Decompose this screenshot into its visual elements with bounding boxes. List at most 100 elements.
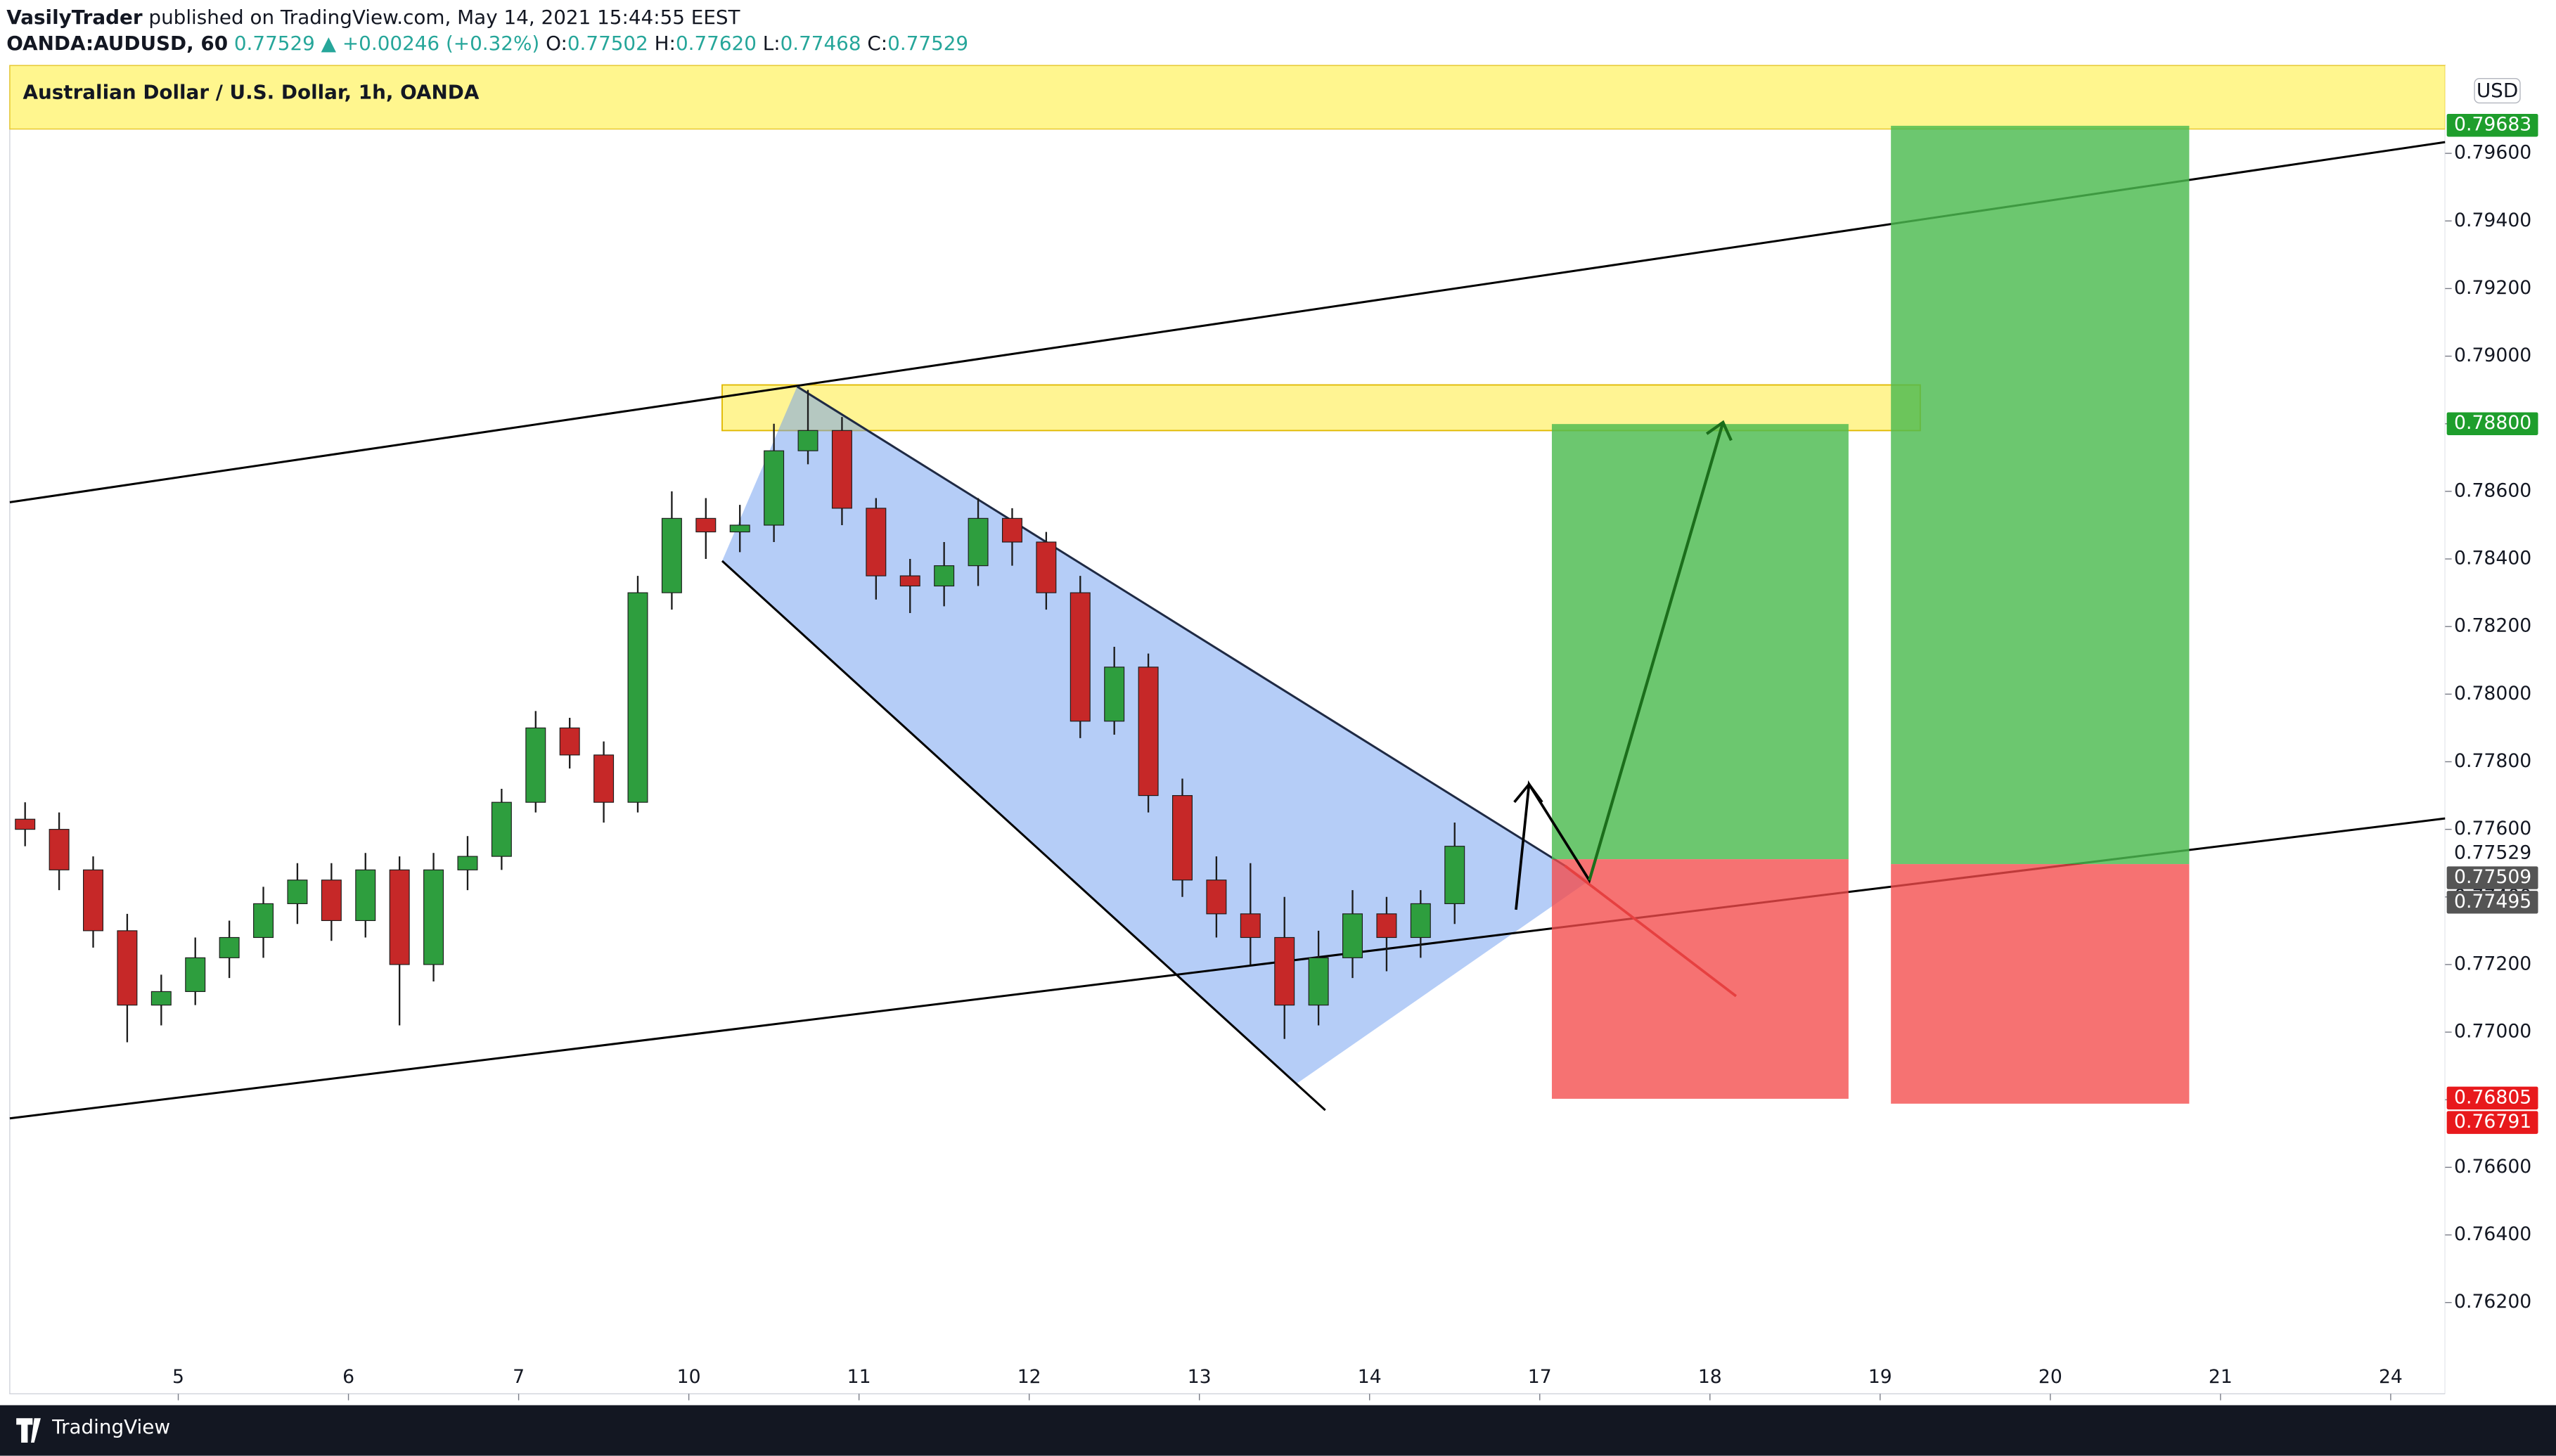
x-tick-label: 11: [847, 1366, 871, 1388]
x-tick-label: 7: [513, 1366, 525, 1388]
y-tick-label: 0.79600: [2454, 142, 2531, 164]
last-price: 0.77529: [234, 32, 315, 55]
ohlc-value: 0.77529: [887, 32, 968, 55]
candle-body: [1410, 903, 1431, 939]
candle-body: [1240, 913, 1261, 939]
candle-body: [355, 869, 376, 922]
candle-body: [1308, 957, 1329, 1006]
candle-body: [1001, 517, 1022, 543]
stop-zone: [1551, 859, 1849, 1099]
candle-body: [1138, 666, 1159, 797]
candle-body: [1206, 880, 1227, 915]
candles: [15, 389, 1465, 1043]
candle-body: [934, 565, 955, 587]
x-tick-label: 20: [2038, 1366, 2062, 1388]
resistance-zone-top: [9, 65, 2446, 130]
axes: 0.762000.764000.766000.768000.770000.772…: [172, 114, 2538, 1400]
ohlc-value: 0.77620: [676, 32, 757, 55]
y-tick-label: 0.79400: [2454, 210, 2531, 231]
candle-body: [593, 754, 615, 803]
price-badge: [2446, 1086, 2538, 1110]
price-badge: [2446, 412, 2538, 435]
y-tick-label: 0.79000: [2454, 344, 2531, 366]
candle-body: [491, 801, 512, 857]
price-badge-label: 0.77529: [2454, 842, 2531, 863]
candle-body: [321, 880, 342, 922]
candle-body: [661, 517, 682, 593]
price-badge-label: 0.78800: [2454, 412, 2531, 434]
candle-body: [1036, 541, 1057, 593]
x-tick-label: 21: [2209, 1366, 2233, 1388]
candle-body: [764, 450, 785, 526]
candle-body: [423, 869, 444, 965]
brand-logo: [16, 1418, 41, 1443]
y-tick-label: 0.78000: [2454, 683, 2531, 704]
y-tick-label: 0.76200: [2454, 1291, 2531, 1313]
supply-zone: [721, 384, 1921, 432]
price-badge-label: 0.76791: [2454, 1111, 2531, 1133]
candle-body: [1172, 794, 1193, 881]
ohlc-label: C:: [867, 32, 887, 55]
header-line: VasilyTrader published on TradingView.co…: [6, 6, 740, 29]
candle-body: [287, 880, 308, 904]
candle-body: [253, 903, 274, 939]
y-tick-label: 0.79200: [2454, 277, 2531, 299]
wedge-line: [796, 385, 1566, 867]
target-zone: [1551, 424, 1849, 860]
candle-body: [797, 430, 818, 451]
x-tick-label: 19: [1868, 1366, 1892, 1388]
candle-body: [899, 575, 920, 587]
ohlc-label: L:: [763, 32, 781, 55]
x-tick-label: 10: [677, 1366, 701, 1388]
price-badge-label: 0.76805: [2454, 1086, 2531, 1108]
candle-body: [968, 517, 989, 567]
x-tick-label: 13: [1188, 1366, 1212, 1388]
y-tick-label: 0.77800: [2454, 750, 2531, 772]
y-tick-label: 0.77600: [2454, 818, 2531, 839]
brand-name: TradingView: [51, 1415, 170, 1438]
candle-body: [695, 517, 717, 533]
candle-body: [185, 957, 206, 992]
stop-zone: [1891, 864, 2190, 1104]
candle-body: [389, 869, 410, 965]
target-zone: [1891, 125, 2190, 865]
candle-body: [627, 592, 648, 803]
arrow-head: [1513, 782, 1543, 804]
candle-body: [1444, 846, 1465, 904]
candle-body: [49, 829, 70, 870]
x-tick-label: 6: [342, 1366, 354, 1388]
candle-body: [117, 930, 138, 1006]
candle-body: [559, 727, 580, 756]
published: published on TradingView.com, May 14, 20…: [148, 6, 740, 29]
legend-title: Australian Dollar / U.S. Dollar, 1h, OAN…: [23, 81, 479, 104]
candle-body: [1070, 592, 1091, 722]
wedge-line: [721, 560, 1326, 1112]
x-tick-label: 17: [1528, 1366, 1552, 1388]
price-badge-label: 0.77495: [2454, 891, 2531, 913]
y-tick-label: 0.76600: [2454, 1156, 2531, 1178]
price-badge-label: 0.79683: [2454, 114, 2531, 136]
change: ▲ +0.00246 (+0.32%): [321, 32, 540, 55]
price-badge: [2446, 891, 2538, 914]
candle-body: [1342, 913, 1363, 958]
y-tick-label: 0.77200: [2454, 953, 2531, 974]
arrow-head: [1706, 420, 1733, 442]
candle-body: [866, 508, 887, 576]
x-tick-label: 14: [1358, 1366, 1382, 1388]
currency[interactable]: USD: [2477, 79, 2518, 102]
price-badge: [2446, 1111, 2538, 1134]
y-tick-label: 0.78400: [2454, 548, 2531, 569]
price-badge-label: 0.77509: [2454, 866, 2531, 888]
candle-body: [729, 524, 750, 533]
ohlc-label: O:: [546, 32, 567, 55]
y-tick-label: 0.78200: [2454, 615, 2531, 637]
ohlc-label: H:: [655, 32, 676, 55]
ohlc-value: 0.77502: [567, 32, 648, 55]
y-tick-label: 0.78600: [2454, 479, 2531, 501]
currency-button[interactable]: [2474, 77, 2521, 104]
candle-body: [1274, 936, 1295, 1006]
candle-body: [1104, 666, 1125, 722]
symbol-line: OANDA:AUDUSD, 60 0.77529 ▲ +0.00246 (+0.…: [6, 32, 968, 55]
